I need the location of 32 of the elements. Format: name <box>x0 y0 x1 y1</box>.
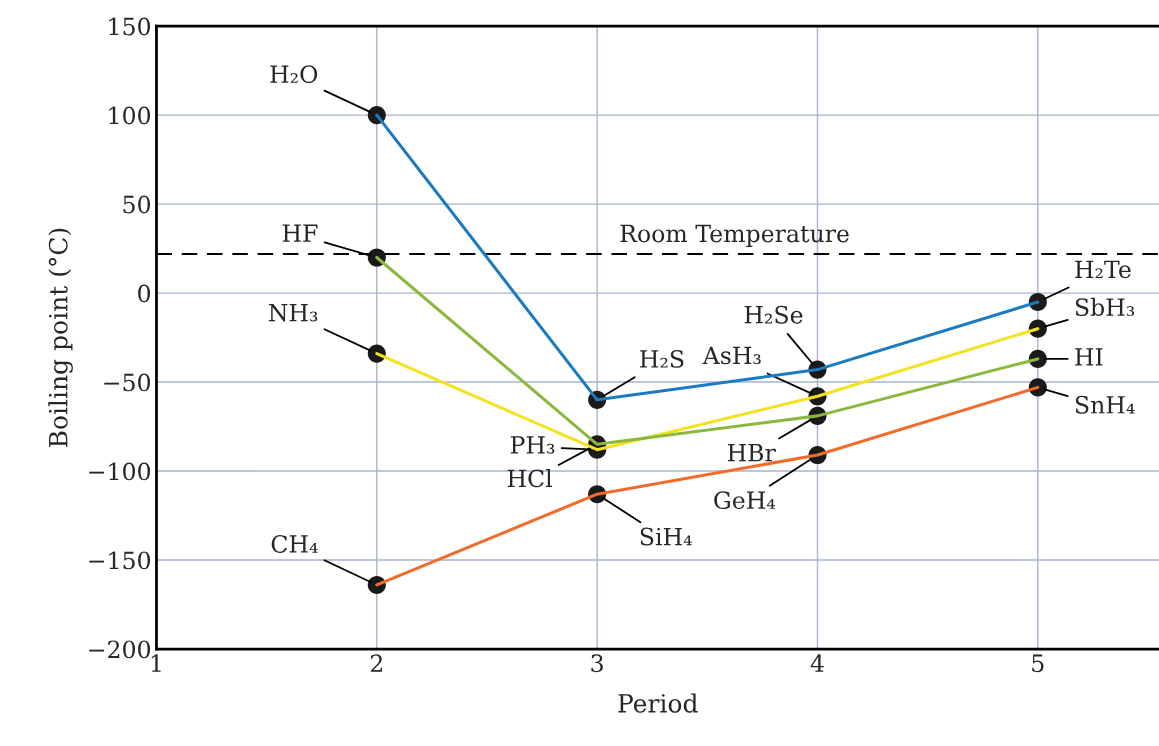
annotation: CH₄ <box>271 535 318 553</box>
annotation: AsH₃ <box>702 346 761 365</box>
y-tick-label: 100 <box>109 106 151 125</box>
annotation: SbH₃ <box>1075 297 1135 317</box>
y-tick-label: −100 <box>89 462 151 481</box>
y-tick-label: −50 <box>104 373 151 392</box>
x-tick-label: 4 <box>810 654 824 672</box>
y-tick-label: 0 <box>138 284 151 303</box>
y-tick-label: 150 <box>109 17 151 36</box>
annotation: HBr <box>727 444 776 462</box>
x-tick-label: 2 <box>370 654 382 672</box>
annotation: H₂Te <box>1075 260 1131 279</box>
y-tick-label: −200 <box>89 640 151 659</box>
x-axis-title: Period <box>618 693 698 713</box>
annotation: SnH₄ <box>1075 395 1135 414</box>
x-tick-label: 1 <box>151 654 161 672</box>
annotation: H₂Se <box>744 305 803 324</box>
annotation: HI <box>1075 348 1103 366</box>
annotation: HCl <box>507 469 552 488</box>
ref-line-label: Room Temperature <box>620 224 849 247</box>
y-tick-label: 50 <box>123 195 151 214</box>
annotation: GeH₄ <box>714 491 776 510</box>
annotation: NH₃ <box>268 304 318 322</box>
x-tick-label: 3 <box>591 654 603 673</box>
x-tick-label: 5 <box>1032 654 1044 673</box>
annotation: H₂O <box>270 65 318 84</box>
y-tick-label: −150 <box>89 551 151 570</box>
annotation: H₂S <box>640 349 684 368</box>
annotation: PH₃ <box>510 436 555 454</box>
y-axis-title: Boiling point (°C) <box>48 228 73 448</box>
annotation: HF <box>282 224 318 242</box>
annotation: SiH₄ <box>640 527 692 546</box>
